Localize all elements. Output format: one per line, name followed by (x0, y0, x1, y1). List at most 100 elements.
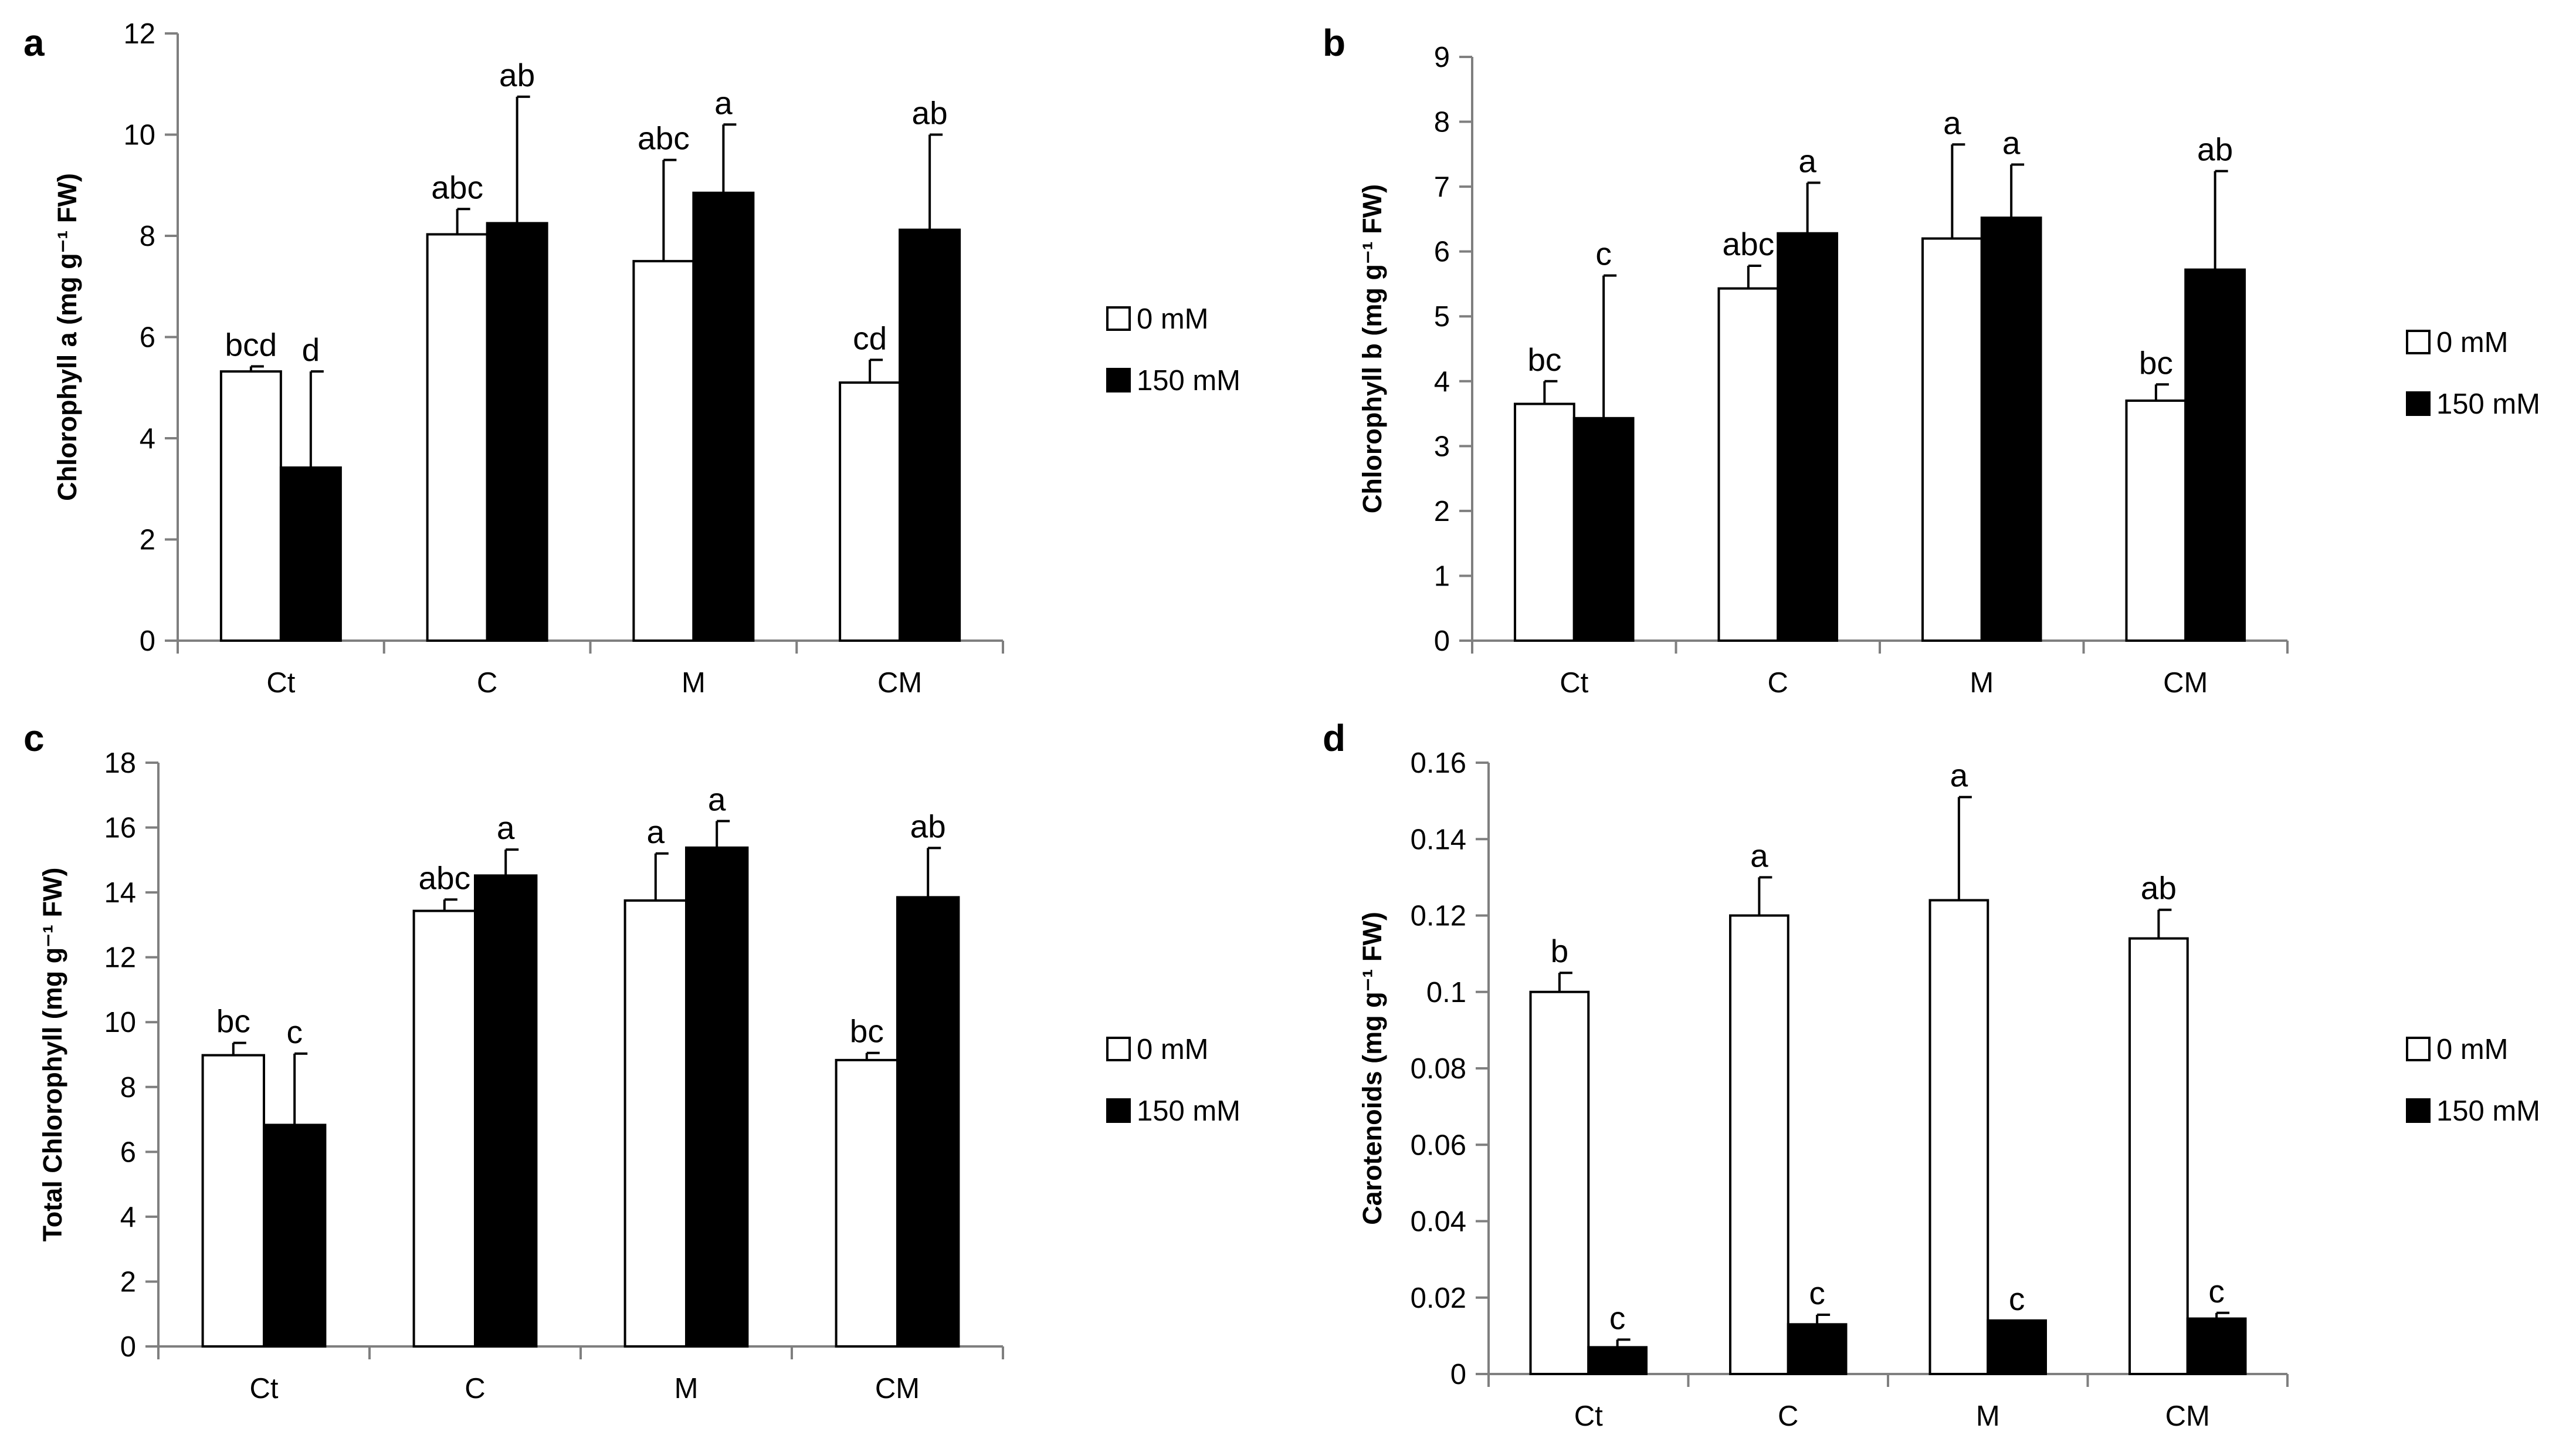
panel-d-ytick-label: 0.02 (1411, 1282, 1466, 1314)
panel-a-bar-0mm (426, 233, 489, 642)
panel-c-ytick-label: 10 (104, 1007, 136, 1038)
panel-b-category-label: Ct (1560, 667, 1588, 699)
panel-b-bar-150mm (1777, 232, 1839, 642)
panel-b-ytick-label: 9 (1434, 42, 1450, 73)
panel-a-legend-label: 150 mM (1137, 365, 1240, 397)
panel-c-ytick-label: 0 (120, 1331, 136, 1363)
panel-a-bar-150mm (899, 228, 961, 642)
panel-a-y-axis-title: Chlorophyll a (mg g⁻¹ FW) (52, 173, 82, 501)
panel-b-ytick-label: 8 (1434, 107, 1450, 138)
panel-c-letter: c (23, 717, 45, 759)
panel-b-ytick-label: 4 (1434, 366, 1450, 398)
panel-d-bar-0mm (2128, 937, 2189, 1375)
panel-d-legend-label: 0 mM (2436, 1034, 2509, 1065)
panel-c-bar-0mm (835, 1058, 899, 1348)
panel-a-bar-150mm (279, 466, 342, 642)
panel-a-significance-label: abc (431, 169, 483, 205)
panel-c-significance-label: a (708, 781, 726, 818)
panel-a-bar-150mm (692, 191, 755, 642)
panel-b-category-label: CM (2163, 667, 2208, 699)
panel-b-significance-label: bc (1527, 341, 1561, 378)
panel-b-legend-swatch-0mm (2406, 330, 2431, 354)
panel-d-ytick-label: 0.1 (1426, 977, 1466, 1009)
panel-d-ytick-label: 0.06 (1411, 1129, 1466, 1161)
panel-b-ytick-label: 1 (1434, 560, 1450, 592)
panel-a-ytick-label: 8 (140, 221, 155, 252)
panel-b-ytick-label: 0 (1434, 625, 1450, 657)
panel-d-bar-0mm (1529, 990, 1590, 1375)
panel-d-legend-swatch-150mm (2406, 1098, 2431, 1123)
panel-b-category-label: M (1970, 667, 1994, 699)
panel-d-bar-150mm (1987, 1319, 2047, 1375)
panel-c-significance-label: a (647, 814, 665, 850)
panel-b-significance-label: ab (2197, 131, 2233, 168)
panel-c-bar-150mm (685, 846, 749, 1348)
panel-c-significance-label: abc (418, 859, 470, 896)
panel-a-category-label: C (477, 667, 497, 699)
panel-d-ytick-label: 0.12 (1411, 901, 1466, 932)
panel-c-ytick-label: 18 (104, 747, 136, 779)
panel-c-bar-0mm (412, 909, 476, 1348)
panel-d-significance-label: a (1950, 757, 1968, 794)
panel-d-category-label: CM (2165, 1400, 2210, 1432)
panel-d-significance-label: c (2009, 1281, 2025, 1317)
panel-c-ytick-label: 16 (104, 813, 136, 844)
panel-b-significance-label: c (1595, 236, 1612, 272)
panel-c-bar-150mm (474, 874, 538, 1348)
panel-b-bar-150mm (1572, 417, 1635, 642)
panel-b-significance-label: bc (2139, 344, 2173, 381)
panel-a-bar-150mm (486, 222, 548, 642)
panel-c-bar-150mm (896, 896, 960, 1348)
panel-b-bar-0mm (1921, 237, 1983, 642)
panel-a-category-label: Ct (266, 667, 295, 699)
panel-a-significance-label: ab (912, 95, 948, 131)
panel-a-ytick-label: 2 (140, 524, 155, 556)
panel-d-legend-label: 150 mM (2436, 1095, 2540, 1127)
panel-c-ytick-label: 8 (120, 1072, 136, 1104)
panel-d-ytick-label: 0.08 (1411, 1053, 1466, 1085)
panel-b-significance-label: a (1798, 143, 1816, 179)
panel-d-category-label: C (1778, 1400, 1798, 1432)
panel-d-significance-label: ab (2141, 870, 2177, 906)
panel-d-bar-0mm (1729, 914, 1789, 1375)
panel-d-bar-150mm (1587, 1346, 1648, 1376)
panel-b-significance-label: abc (1723, 226, 1775, 262)
panel-c-ytick-label: 14 (104, 877, 136, 909)
panel-d-bar-0mm (1928, 899, 1989, 1375)
panel-a-letter: a (23, 22, 45, 64)
panel-a-bar-0mm (839, 381, 901, 642)
panel-b-ytick-label: 2 (1434, 496, 1450, 527)
panel-b-significance-label: a (1943, 104, 1961, 141)
panel-b-ytick-label: 6 (1434, 236, 1450, 268)
panel-d-bar-150mm (1787, 1323, 1848, 1375)
panel-b-legend-label: 0 mM (2436, 327, 2509, 358)
panel-c-legend-label: 150 mM (1137, 1095, 1240, 1127)
panel-c-category-label: C (465, 1373, 485, 1405)
panel-a-legend-swatch-0mm (1106, 306, 1131, 331)
panel-c-ytick-label: 12 (104, 942, 136, 974)
panel-c-category-label: M (674, 1373, 699, 1405)
panel-b-bar-0mm (2125, 399, 2187, 642)
panel-a-bar-0mm (632, 260, 695, 642)
panel-b-legend-label: 150 mM (2436, 388, 2540, 420)
panel-b-bar-0mm (1717, 287, 1780, 642)
panel-a-bar-0mm (219, 370, 282, 642)
panel-d-ytick-label: 0.14 (1411, 824, 1466, 855)
panel-c-category-label: CM (875, 1373, 920, 1405)
panel-c-legend-swatch-150mm (1106, 1098, 1131, 1123)
panel-b-letter: b (1323, 22, 1345, 64)
panel-a-significance-label: cd (853, 320, 887, 356)
panel-b-category-label: C (1768, 667, 1788, 699)
panel-a-ytick-label: 6 (140, 322, 155, 354)
panel-d-significance-label: c (2208, 1273, 2225, 1309)
panel-d-ytick-label: 0.04 (1411, 1206, 1466, 1238)
panel-a-significance-label: abc (638, 120, 690, 157)
panel-c-bar-0mm (201, 1054, 266, 1348)
panel-b-bar-150mm (1980, 216, 2042, 642)
panel-a-ytick-label: 10 (123, 120, 155, 151)
panel-a-significance-label: a (714, 84, 733, 121)
panel-a-significance-label: bcd (225, 327, 277, 363)
panel-c-ytick-label: 6 (120, 1136, 136, 1168)
